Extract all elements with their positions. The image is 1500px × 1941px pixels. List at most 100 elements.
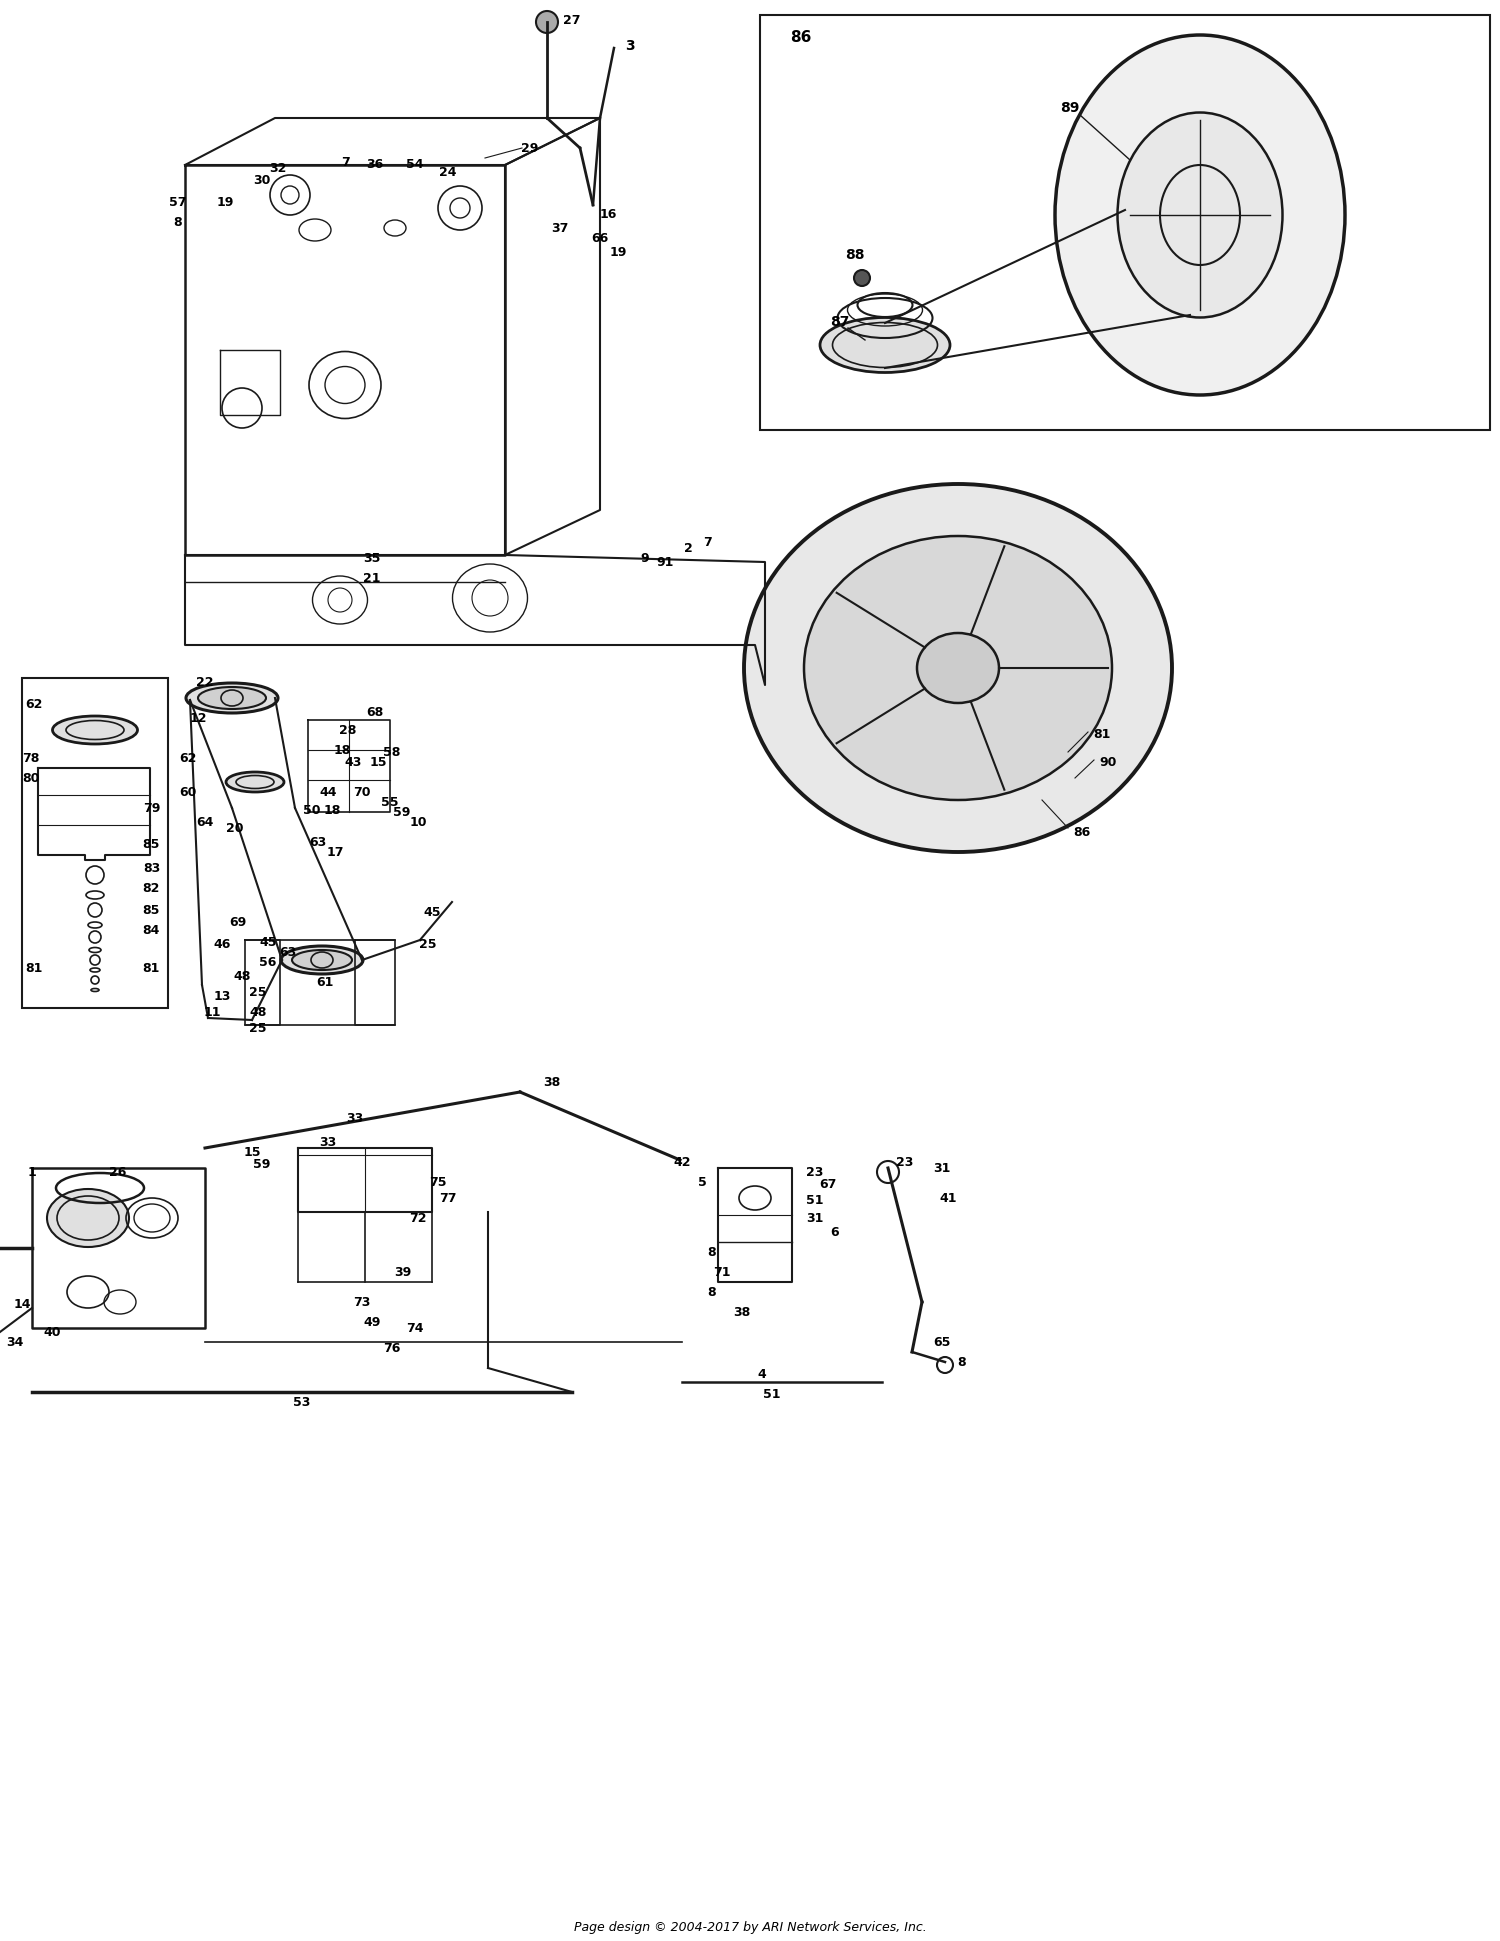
- Text: 12: 12: [189, 712, 207, 724]
- Text: 62: 62: [26, 699, 42, 712]
- Text: 19: 19: [609, 245, 627, 258]
- Text: 37: 37: [552, 221, 568, 235]
- Ellipse shape: [744, 483, 1172, 852]
- Circle shape: [853, 270, 870, 285]
- Text: 85: 85: [142, 903, 160, 916]
- Text: 54: 54: [406, 159, 423, 171]
- Text: 89: 89: [1060, 101, 1080, 115]
- Text: 31: 31: [933, 1161, 951, 1174]
- Text: 53: 53: [294, 1396, 310, 1409]
- Text: 50: 50: [303, 804, 321, 817]
- Text: 81: 81: [26, 961, 42, 974]
- Text: 10: 10: [410, 815, 426, 829]
- Text: 23: 23: [897, 1157, 914, 1170]
- Text: 90: 90: [1100, 755, 1116, 769]
- Text: 51: 51: [764, 1388, 780, 1401]
- Text: 5: 5: [698, 1176, 706, 1190]
- Text: 14: 14: [13, 1299, 30, 1312]
- Text: 33: 33: [346, 1112, 363, 1124]
- Text: 77: 77: [440, 1192, 456, 1205]
- Text: 3: 3: [626, 39, 634, 52]
- Text: 72: 72: [410, 1211, 426, 1225]
- Ellipse shape: [186, 683, 278, 712]
- Text: 87: 87: [830, 314, 849, 330]
- Ellipse shape: [53, 716, 138, 743]
- Text: 42: 42: [674, 1157, 690, 1170]
- Text: 46: 46: [213, 939, 231, 951]
- Text: 21: 21: [363, 571, 381, 584]
- Text: 26: 26: [110, 1167, 126, 1180]
- FancyBboxPatch shape: [760, 16, 1490, 431]
- Text: 17: 17: [327, 846, 344, 858]
- Text: 56: 56: [260, 955, 276, 969]
- Text: 80: 80: [22, 771, 39, 784]
- Ellipse shape: [804, 536, 1112, 800]
- Text: 22: 22: [196, 675, 213, 689]
- Text: 35: 35: [363, 551, 381, 565]
- Text: 9: 9: [640, 551, 650, 565]
- Text: 18: 18: [333, 743, 351, 757]
- Text: 64: 64: [196, 815, 213, 829]
- Ellipse shape: [292, 949, 352, 970]
- Text: 30: 30: [254, 173, 270, 186]
- Circle shape: [536, 12, 558, 33]
- Text: 44: 44: [320, 786, 336, 798]
- Text: 15: 15: [369, 755, 387, 769]
- Ellipse shape: [226, 773, 284, 792]
- Text: 76: 76: [384, 1341, 400, 1355]
- Text: 73: 73: [354, 1295, 370, 1308]
- Text: 79: 79: [142, 802, 160, 815]
- Text: 2: 2: [684, 542, 693, 555]
- Text: 62: 62: [180, 751, 196, 765]
- Text: 84: 84: [142, 924, 160, 936]
- Text: 81: 81: [1094, 728, 1110, 741]
- Ellipse shape: [1118, 113, 1282, 318]
- FancyBboxPatch shape: [22, 677, 168, 1007]
- Text: 32: 32: [270, 161, 286, 175]
- Text: 33: 33: [320, 1137, 336, 1149]
- Text: 18: 18: [324, 804, 340, 817]
- Text: 6: 6: [831, 1225, 840, 1238]
- Ellipse shape: [198, 687, 266, 708]
- Text: 23: 23: [807, 1167, 824, 1180]
- Text: 51: 51: [807, 1194, 824, 1207]
- Text: 88: 88: [844, 248, 864, 262]
- Text: 60: 60: [180, 786, 196, 798]
- Text: 25: 25: [419, 939, 436, 951]
- Text: 36: 36: [366, 159, 384, 171]
- Text: 57: 57: [170, 196, 186, 208]
- Text: 24: 24: [440, 165, 456, 179]
- Text: 58: 58: [384, 745, 400, 759]
- Text: 82: 82: [142, 881, 160, 895]
- Text: 71: 71: [714, 1266, 730, 1279]
- Text: 48: 48: [234, 970, 250, 984]
- Text: 8: 8: [708, 1285, 717, 1299]
- Ellipse shape: [1054, 35, 1346, 396]
- Text: 45: 45: [260, 936, 276, 949]
- Text: 8: 8: [708, 1246, 717, 1258]
- Text: 7: 7: [340, 157, 350, 169]
- Text: 67: 67: [819, 1178, 837, 1192]
- Text: 31: 31: [807, 1211, 824, 1225]
- Text: 83: 83: [142, 862, 160, 875]
- Text: 61: 61: [316, 976, 333, 988]
- Text: 16: 16: [600, 208, 616, 221]
- Text: 91: 91: [657, 555, 674, 569]
- Text: 27: 27: [564, 14, 580, 27]
- Text: 43: 43: [345, 755, 362, 769]
- Text: 85: 85: [142, 839, 160, 852]
- Text: 7: 7: [704, 536, 712, 549]
- Text: 8: 8: [957, 1355, 966, 1368]
- Text: 25: 25: [249, 986, 267, 998]
- Text: 40: 40: [44, 1326, 60, 1339]
- Text: 81: 81: [142, 961, 160, 974]
- Text: 15: 15: [243, 1145, 261, 1159]
- Text: 38: 38: [543, 1075, 561, 1089]
- Text: 59: 59: [254, 1159, 270, 1172]
- Text: 63: 63: [279, 945, 297, 959]
- Text: 78: 78: [22, 751, 39, 765]
- Text: 29: 29: [522, 142, 538, 155]
- Text: 28: 28: [339, 724, 357, 736]
- Ellipse shape: [916, 633, 999, 703]
- Text: 66: 66: [591, 231, 609, 245]
